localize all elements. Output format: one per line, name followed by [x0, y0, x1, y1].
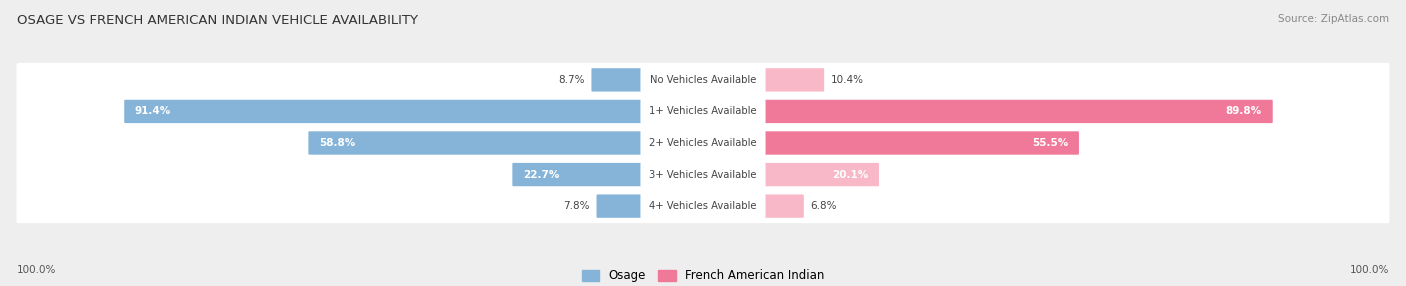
- Text: 20.1%: 20.1%: [832, 170, 869, 180]
- Text: 6.8%: 6.8%: [810, 201, 837, 211]
- FancyBboxPatch shape: [765, 100, 1272, 123]
- Text: No Vehicles Available: No Vehicles Available: [650, 75, 756, 85]
- FancyBboxPatch shape: [17, 126, 1389, 160]
- FancyBboxPatch shape: [765, 163, 879, 186]
- FancyBboxPatch shape: [124, 100, 641, 123]
- Text: 91.4%: 91.4%: [135, 106, 172, 116]
- Text: 22.7%: 22.7%: [523, 170, 560, 180]
- FancyBboxPatch shape: [17, 189, 1389, 223]
- Text: OSAGE VS FRENCH AMERICAN INDIAN VEHICLE AVAILABILITY: OSAGE VS FRENCH AMERICAN INDIAN VEHICLE …: [17, 14, 418, 27]
- FancyBboxPatch shape: [596, 194, 641, 218]
- Text: 3+ Vehicles Available: 3+ Vehicles Available: [650, 170, 756, 180]
- FancyBboxPatch shape: [641, 162, 765, 188]
- Text: Source: ZipAtlas.com: Source: ZipAtlas.com: [1278, 14, 1389, 24]
- FancyBboxPatch shape: [765, 194, 804, 218]
- Text: 58.8%: 58.8%: [319, 138, 356, 148]
- Text: 8.7%: 8.7%: [558, 75, 585, 85]
- FancyBboxPatch shape: [17, 158, 1389, 192]
- Text: 100.0%: 100.0%: [17, 265, 56, 275]
- Text: 10.4%: 10.4%: [831, 75, 863, 85]
- FancyBboxPatch shape: [641, 67, 765, 93]
- FancyBboxPatch shape: [512, 163, 641, 186]
- Text: 55.5%: 55.5%: [1032, 138, 1069, 148]
- FancyBboxPatch shape: [17, 94, 1389, 128]
- Text: 7.8%: 7.8%: [564, 201, 591, 211]
- FancyBboxPatch shape: [765, 68, 824, 92]
- FancyBboxPatch shape: [641, 98, 765, 124]
- FancyBboxPatch shape: [17, 63, 1389, 97]
- FancyBboxPatch shape: [592, 68, 641, 92]
- Text: 2+ Vehicles Available: 2+ Vehicles Available: [650, 138, 756, 148]
- FancyBboxPatch shape: [641, 193, 765, 219]
- Legend: Osage, French American Indian: Osage, French American Indian: [576, 265, 830, 286]
- FancyBboxPatch shape: [641, 130, 765, 156]
- FancyBboxPatch shape: [765, 131, 1078, 155]
- FancyBboxPatch shape: [308, 131, 641, 155]
- Text: 89.8%: 89.8%: [1226, 106, 1263, 116]
- Text: 1+ Vehicles Available: 1+ Vehicles Available: [650, 106, 756, 116]
- Text: 100.0%: 100.0%: [1350, 265, 1389, 275]
- Text: 4+ Vehicles Available: 4+ Vehicles Available: [650, 201, 756, 211]
